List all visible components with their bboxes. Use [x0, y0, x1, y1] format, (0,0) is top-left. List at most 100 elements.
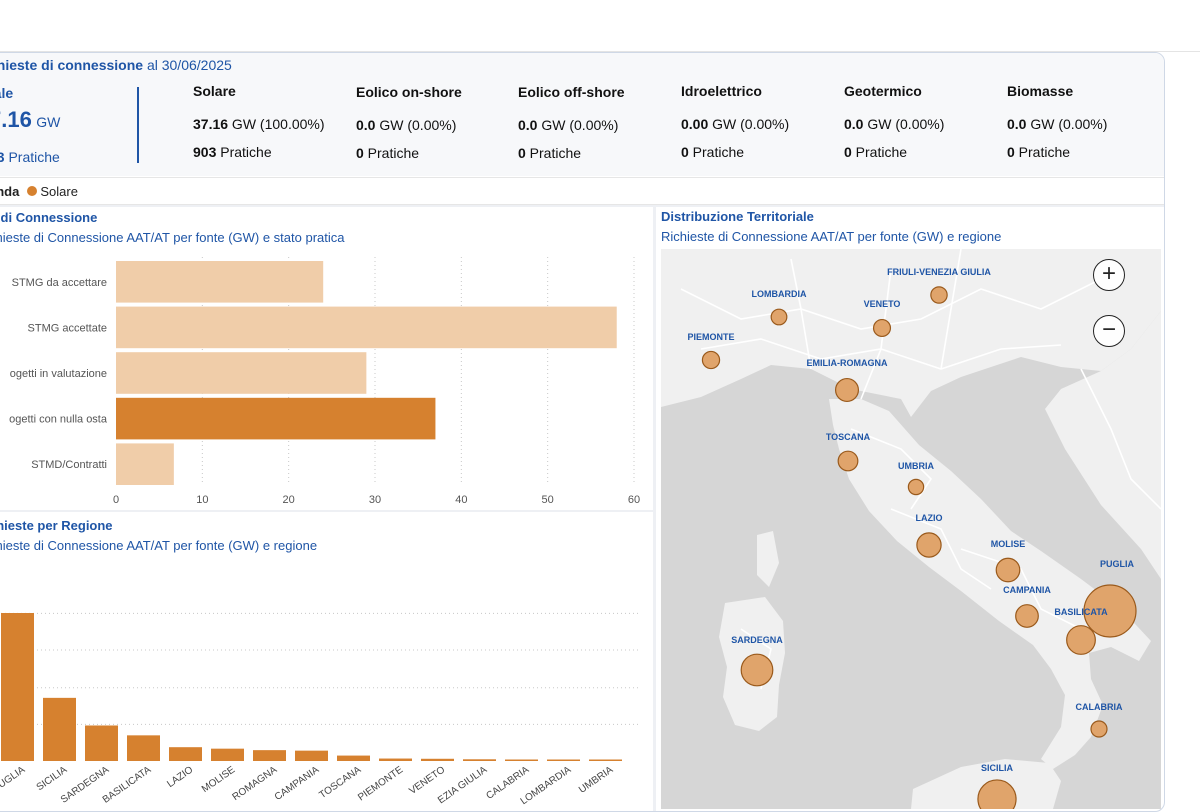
region-bubble[interactable] [872, 318, 892, 338]
x-tick-label: 60 [628, 494, 640, 506]
separator [653, 205, 656, 811]
source-gw: 0.0 GW (0.00%) [1007, 116, 1108, 132]
source-gw: 37.16 GW (100.00%) [193, 116, 325, 132]
category-label: MOLISE [200, 764, 238, 795]
category-label: STMG accettate [28, 322, 107, 334]
legend: enda Solare [0, 177, 1164, 205]
zoom-in-button[interactable]: + [1093, 259, 1125, 291]
region-label: LOMBARDIA [752, 289, 807, 299]
category-label: ogetti in valutazione [10, 368, 107, 380]
category-label: UGLIA [0, 764, 27, 790]
regione-panel-subtitle: chieste di Connessione AAT/AT per fonte … [0, 538, 318, 553]
bar[interactable] [505, 759, 538, 762]
source-pratiche: 0 Pratiche [518, 145, 582, 161]
land-balkans [1045, 311, 1161, 579]
total-value-unit: GW [36, 114, 61, 130]
bar[interactable] [127, 735, 160, 761]
bar[interactable] [211, 748, 244, 761]
bar[interactable] [85, 725, 118, 761]
region-label: EMILIA-ROMAGNA [807, 358, 888, 368]
stato-panel-title: o di Connessione [0, 210, 98, 225]
source-solare: Solare 37.16 GW (100.00%) 903 Pratiche [193, 83, 353, 160]
bar[interactable] [116, 352, 367, 394]
summary-panel: chieste di connessione al 30/06/2025 tal… [0, 53, 1164, 176]
region-bubble[interactable] [701, 350, 721, 370]
stato-panel-subtitle: chieste di Connessione AAT/AT per fonte … [0, 230, 345, 245]
region-label: LAZIO [916, 513, 943, 523]
region-bubble[interactable] [930, 286, 948, 304]
category-label: ogetti con nulla osta [9, 414, 108, 426]
region-bubble[interactable] [916, 532, 942, 558]
region-bubble[interactable] [995, 557, 1021, 583]
total-pratiche-label: Pratiche [8, 149, 60, 165]
region-bubble[interactable] [834, 377, 860, 403]
summary-title: chieste di connessione al 30/06/2025 [0, 57, 232, 73]
territorio-panel-subtitle: Richieste di Connessione AAT/AT per font… [661, 229, 1002, 244]
bar[interactable] [116, 443, 174, 485]
bar[interactable] [116, 306, 617, 349]
source-idroelettrico: Idroelettrico 0.00 GW (0.00%) 0 Pratiche [681, 83, 841, 160]
bar[interactable] [253, 750, 286, 761]
bar[interactable] [547, 759, 580, 762]
total-value: 7.16 GW [0, 107, 60, 133]
source-geotermico: Geotermico 0.0 GW (0.00%) 0 Pratiche [844, 83, 1004, 160]
summary-date: al 30/06/2025 [146, 57, 232, 73]
bar[interactable] [379, 758, 412, 761]
bar[interactable] [1, 613, 34, 761]
category-label: LAZIO [165, 764, 195, 790]
summary-title-text: chieste di connessione [0, 57, 144, 73]
category-label: SICILIA [35, 764, 70, 793]
stato-bar-chart: 0 10 20 30 40 50 60 STMG da accettare STMG accet… [9, 257, 640, 506]
separator [0, 205, 1164, 207]
total-pratiche-number: 03 [0, 149, 5, 165]
region-bubble[interactable] [1090, 720, 1108, 738]
bar[interactable] [116, 261, 324, 303]
zoom-out-button[interactable]: − [1093, 315, 1125, 347]
bar[interactable] [463, 759, 496, 761]
land-north [661, 249, 1161, 417]
region-bubble[interactable] [837, 450, 859, 472]
legend-solare-swatch[interactable] [27, 186, 38, 196]
separator [0, 510, 653, 512]
bar[interactable] [589, 759, 622, 762]
bar[interactable] [116, 397, 436, 440]
region-bubble[interactable] [907, 478, 925, 496]
region-label: VENETO [864, 299, 901, 309]
x-tick-label: 40 [455, 494, 467, 506]
italy-map[interactable]: FRIULI-VENEZIA GIULIA LOMBARDIA VENETO PIEM… [661, 249, 1161, 809]
category-label: PIEMONTE [356, 764, 405, 803]
bar[interactable] [421, 758, 454, 761]
dashboard-card: chieste di connessione al 30/06/2025 tal… [0, 52, 1165, 812]
x-tick-label: 0 [113, 494, 119, 506]
bar[interactable] [295, 750, 328, 761]
source-gw: 0.0 GW (0.00%) [844, 116, 945, 132]
source-biomasse: Biomasse 0.0 GW (0.00%) 0 Pratiche [1007, 83, 1164, 160]
x-tick-label: 30 [369, 494, 381, 506]
region-bubble[interactable] [1015, 604, 1039, 628]
source-name: Biomasse [1007, 83, 1074, 99]
region-label: SARDEGNA [731, 635, 783, 645]
bar[interactable] [337, 755, 370, 761]
category-label: VENETO [407, 764, 447, 797]
region-label: FRIULI-VENEZIA GIULIA [887, 267, 991, 277]
region-bubble[interactable] [770, 308, 788, 326]
source-name: Solare [193, 83, 236, 99]
legend-solare-label[interactable]: Solare [40, 183, 78, 199]
x-tick-label: 50 [542, 494, 554, 506]
territorio-map[interactable]: FRIULI-VENEZIA GIULIA LOMBARDIA VENETO PIEM… [661, 249, 1161, 809]
source-eolico-offshore: Eolico off-shore 0.0 GW (0.00%) 0 Pratic… [518, 83, 678, 161]
source-pratiche: 0 Pratiche [1007, 144, 1071, 160]
bar[interactable] [43, 697, 76, 761]
bar[interactable] [169, 747, 202, 761]
region-bubble[interactable] [1083, 584, 1137, 638]
category-label: STMD/Contratti [31, 459, 107, 471]
source-name: Geotermico [844, 83, 922, 99]
source-gw: 0.0 GW (0.00%) [356, 117, 457, 133]
region-label: TOSCANA [826, 432, 871, 442]
region-bubble[interactable] [740, 653, 774, 687]
source-pratiche: 0 Pratiche [844, 144, 908, 160]
legend-title: enda [0, 183, 20, 199]
region-bubble[interactable] [1066, 625, 1096, 655]
x-tick-label: 20 [283, 494, 295, 506]
